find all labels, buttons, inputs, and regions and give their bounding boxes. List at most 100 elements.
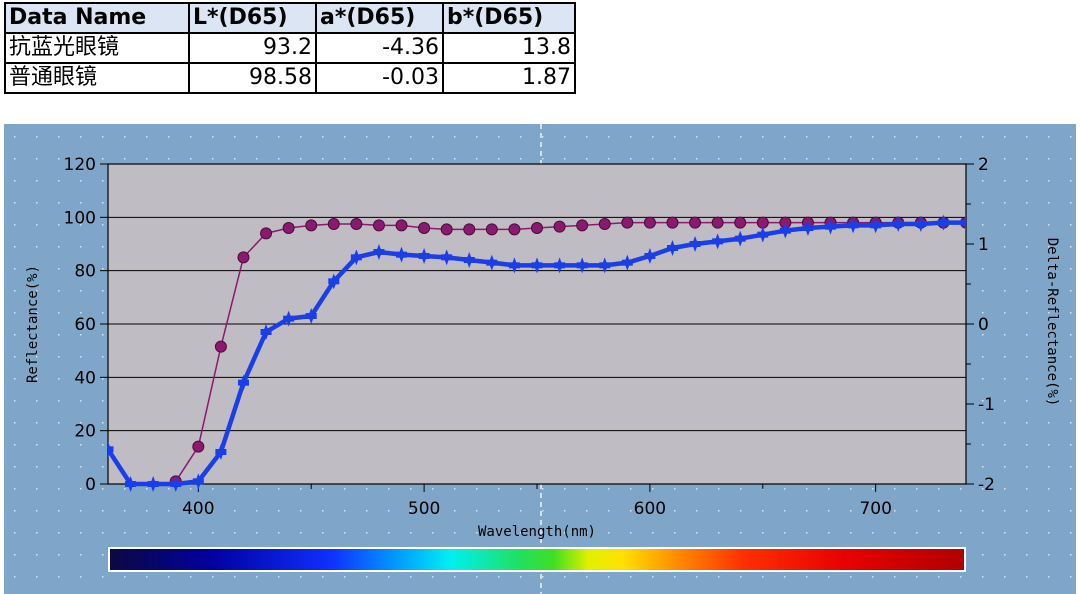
panel-dot [168,510,170,512]
panel-dot [102,532,104,534]
data-point [350,218,363,230]
panel-dot [476,510,478,512]
panel-dot [696,532,698,534]
panel-dot [410,532,412,534]
panel-dot [586,158,588,160]
panel-dot [124,576,126,578]
panel-dot [344,136,346,138]
panel-dot [36,444,38,446]
panel-dot [1004,246,1006,248]
panel-dot [982,466,984,468]
data-point-bar [350,254,362,261]
panel-dot [894,158,896,160]
panel-dot [14,290,16,292]
panel-dot [1026,466,1028,468]
panel-dot [718,510,720,512]
table-row: 抗蓝光眼镜 93.2 -4.36 13.8 [4,32,576,64]
panel-dot [1026,378,1028,380]
panel-dot [916,158,918,160]
data-point-bar [576,262,588,269]
panel-dot [454,158,456,160]
panel-dot [982,224,984,226]
panel-dot [982,312,984,314]
panel-dot [124,488,126,490]
panel-dot [36,224,38,226]
panel-dot [476,136,478,138]
panel-dot [58,136,60,138]
panel-dot [718,532,720,534]
data-point-bar [283,315,295,322]
panel-dot [520,488,522,490]
panel-dot [1026,488,1028,490]
panel-dot [1004,400,1006,402]
panel-dot [1026,268,1028,270]
panel-dot [410,488,412,490]
data-point-bar [305,313,317,319]
panel-dot [80,400,82,402]
data-point-bar [644,253,656,259]
panel-dot [674,488,676,490]
x-tick-label: 500 [408,499,440,519]
y-tick-label: 40 [74,368,96,388]
panel-dot [982,576,984,578]
panel-dot [1026,312,1028,314]
data-table: Data Name L*(D65) a*(D65) b*(D65) 抗蓝光眼镜 … [4,2,576,94]
panel-dot [36,158,38,160]
panel-dot [960,136,962,138]
panel-dot [828,532,830,534]
panel-dot [36,488,38,490]
panel-dot [718,488,720,490]
panel-dot [982,136,984,138]
panel-dot [608,158,610,160]
panel-dot [1004,136,1006,138]
panel-dot [190,158,192,160]
panel-dot [916,488,918,490]
panel-dot [1048,576,1050,578]
panel-dot [322,510,324,512]
panel-dot [1026,246,1028,248]
panel-dot [542,532,544,534]
panel-dot [322,532,324,534]
panel-dot [102,576,104,578]
panel-dot [1048,378,1050,380]
row-a-value: -0.03 [315,62,444,94]
panel-dot [586,576,588,578]
data-point [327,218,340,230]
y-tick-label: 60 [74,315,96,335]
panel-dot [872,136,874,138]
panel-dot [366,532,368,534]
panel-dot [80,202,82,204]
panel-dot [36,136,38,138]
panel-dot [982,510,984,512]
panel-dot [828,576,830,578]
data-point [756,216,769,229]
panel-dot [102,488,104,490]
panel-dot [278,576,280,578]
panel-dot [256,136,258,138]
panel-dot [388,136,390,138]
panel-dot [1004,202,1006,204]
panel-dot [388,576,390,578]
panel-dot [58,224,60,226]
panel-dot [14,246,16,248]
panel-dot [124,136,126,138]
panel-dot [366,158,368,160]
panel-dot [366,510,368,512]
panel-dot [938,576,940,578]
panel-dot [806,158,808,160]
panel-dot [36,400,38,402]
panel-dot [982,334,984,336]
panel-dot [542,510,544,512]
panel-dot [14,466,16,468]
panel-dot [784,510,786,512]
panel-dot [454,510,456,512]
data-point [192,440,205,453]
panel-dot [1026,532,1028,534]
data-point-bar [825,223,837,230]
panel-dot [14,224,16,226]
panel-dot [36,576,38,578]
panel-dot [1048,532,1050,534]
panel-dot [1026,422,1028,424]
panel-dot [58,532,60,534]
panel-dot [982,488,984,490]
